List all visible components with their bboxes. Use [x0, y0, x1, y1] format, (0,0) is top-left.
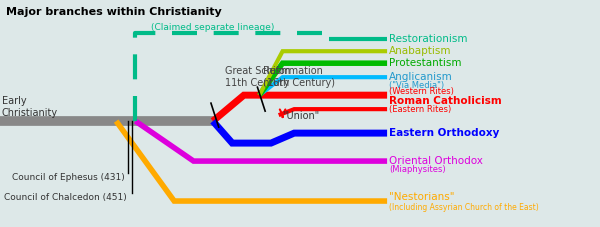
- Text: (Miaphysites): (Miaphysites): [389, 165, 446, 174]
- Text: Oriental Orthodox: Oriental Orthodox: [389, 156, 483, 166]
- Text: Reformation
(16th Century): Reformation (16th Century): [263, 66, 335, 88]
- Text: Protestantism: Protestantism: [389, 58, 461, 68]
- Text: (Including Assyrian Church of the East): (Including Assyrian Church of the East): [389, 202, 539, 212]
- Text: Great Schism
11th Century: Great Schism 11th Century: [224, 66, 290, 88]
- Text: Restorationism: Restorationism: [389, 34, 467, 44]
- Text: (Eastern Rites): (Eastern Rites): [389, 105, 451, 114]
- Text: ("Via Media"): ("Via Media"): [389, 81, 444, 90]
- Text: (Western Rites): (Western Rites): [389, 87, 454, 96]
- Text: Roman Catholicism: Roman Catholicism: [389, 96, 502, 106]
- Text: Council of Chalcedon (451): Council of Chalcedon (451): [4, 192, 127, 202]
- Text: (Claimed separate lineage): (Claimed separate lineage): [151, 23, 275, 32]
- Text: Council of Ephesus (431): Council of Ephesus (431): [11, 173, 124, 182]
- Text: Major branches within Christianity: Major branches within Christianity: [6, 7, 222, 17]
- Text: Eastern Orthodoxy: Eastern Orthodoxy: [389, 128, 499, 138]
- Text: Early
Christianity: Early Christianity: [2, 96, 58, 118]
- Text: "Union": "Union": [283, 111, 320, 121]
- Text: Anglicanism: Anglicanism: [389, 72, 453, 82]
- Text: Anabaptism: Anabaptism: [389, 46, 452, 56]
- Text: "Nestorians": "Nestorians": [389, 192, 455, 202]
